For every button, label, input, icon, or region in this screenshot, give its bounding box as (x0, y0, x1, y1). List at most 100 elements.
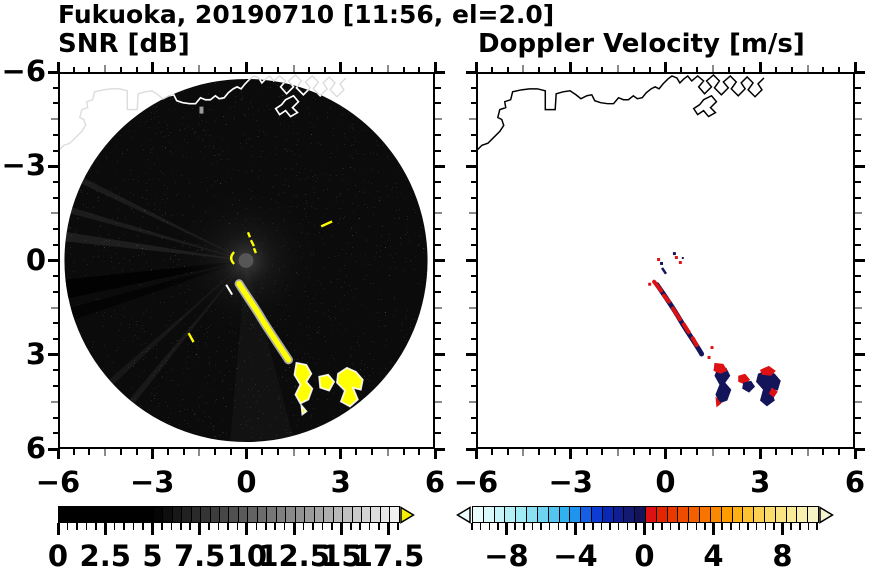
velocity-colorbar-cell (732, 507, 744, 522)
x-tick-label: 0 (236, 465, 257, 499)
x-axis-tick (506, 449, 509, 455)
y-axis-tick (52, 243, 58, 246)
y-axis-tick (48, 70, 58, 74)
y-tick-label: −6 (1, 54, 46, 88)
y-axis-tick-right (435, 432, 441, 435)
colorbar-tick (557, 523, 559, 530)
snr-streak (236, 281, 292, 363)
x-axis-tick (245, 449, 248, 459)
y-axis-tick (466, 353, 476, 357)
snr-colorbar-cell (68, 507, 78, 522)
x-tick-label: −6 (35, 465, 81, 499)
y-axis-tick (470, 275, 476, 278)
colorbar-tick (76, 523, 78, 530)
x-tick-label: 3 (330, 465, 351, 499)
x-axis-tick-top (632, 66, 635, 72)
x-axis-tick-top (838, 66, 841, 72)
y-axis-tick (52, 196, 58, 199)
velocity-colorbar-cell (775, 507, 787, 522)
velocity-colorbar (472, 506, 819, 523)
colorbar-tick (198, 523, 202, 535)
y-axis-tick (470, 290, 476, 293)
x-axis-tick (711, 449, 714, 456)
snr-over-range-arrow (400, 505, 415, 524)
x-axis-tick-top (758, 62, 762, 72)
y-axis-tick (470, 338, 476, 341)
x-axis-tick-top (474, 62, 478, 72)
x-axis-tick-top (355, 66, 358, 72)
x-axis-tick (822, 449, 825, 455)
velocity-canvas (478, 74, 781, 408)
velocity-colorbar-cell (483, 507, 495, 522)
x-axis-tick-top (743, 66, 746, 72)
colorbar-tick (609, 523, 611, 530)
velocity-colorbar-cell (494, 507, 506, 522)
x-axis-tick-top (324, 66, 327, 72)
velocity-colorbar-cell (808, 507, 818, 522)
y-axis-tick-right (855, 196, 861, 199)
colorbar-tick (505, 523, 508, 535)
x-axis-tick (853, 449, 857, 459)
colorbar-tick (123, 523, 125, 530)
velocity-blob-cluster (713, 362, 781, 408)
snr-colorbar-cell (229, 507, 239, 522)
x-axis-tick-top (711, 65, 714, 72)
y-axis-tick-right (855, 290, 861, 293)
x-tick-label: 3 (750, 465, 771, 499)
x-axis-tick (806, 449, 809, 456)
y-axis-tick (470, 149, 476, 152)
x-axis-tick (617, 449, 620, 456)
velocity-colorbar-cell (635, 507, 646, 522)
y-axis-tick-right (435, 275, 441, 278)
colorbar-tick (600, 523, 603, 530)
x-tick-label: −3 (548, 465, 593, 499)
y-axis-tick (470, 196, 476, 199)
y-axis-tick (469, 212, 476, 215)
snr-colorbar-cell (134, 507, 145, 522)
velocity-colorbar-cell (581, 507, 592, 522)
velocity-colorbar-cell (570, 507, 582, 522)
snr-colorbar-cell (201, 507, 211, 522)
x-axis-tick (490, 449, 493, 455)
snr-colorbar-cell (257, 507, 268, 522)
colorbar-tick (208, 523, 210, 530)
y-axis-tick (51, 118, 58, 121)
y-axis-tick-right (435, 70, 445, 74)
x-axis-tick (418, 449, 421, 455)
colorbar-tick (265, 523, 267, 530)
x-axis-tick (538, 449, 541, 455)
x-axis-tick-top (822, 66, 825, 72)
y-axis-tick (48, 447, 58, 451)
x-axis-tick-top (198, 65, 201, 72)
y-axis-tick (470, 243, 476, 246)
x-axis-tick (522, 449, 525, 456)
x-axis-tick-top (522, 65, 525, 72)
y-axis-tick-right (855, 306, 862, 309)
radar-center (236, 251, 256, 270)
colorbar-tick (150, 523, 154, 535)
snr-colorbar-cell (343, 507, 353, 522)
colorbar-tick (661, 523, 663, 530)
y-axis-tick (52, 338, 58, 341)
y-axis-tick-right (435, 369, 441, 372)
y-axis-tick-right (435, 212, 442, 215)
colorbar-tick (359, 523, 361, 530)
colorbar-tick (747, 523, 749, 530)
velocity-colorbar-cell (516, 507, 528, 522)
snr-colorbar-cell (87, 507, 97, 522)
x-axis-tick (261, 449, 264, 455)
x-axis-tick-top (648, 66, 651, 72)
velocity-colorbar-cell (613, 507, 625, 522)
x-axis-tick-top (433, 62, 437, 72)
colorbar-tick-label: −4 (553, 539, 598, 570)
colorbar-tick (704, 523, 706, 530)
y-axis-tick-right (435, 259, 445, 262)
y-axis-tick (52, 133, 58, 136)
x-axis-tick-top (853, 62, 857, 72)
y-axis-tick (52, 275, 58, 278)
colorbar-tick (626, 523, 628, 530)
x-axis-tick-top (490, 66, 493, 72)
y-axis-tick (51, 400, 58, 403)
x-axis-tick (119, 449, 122, 455)
x-axis-tick-top (261, 66, 264, 72)
